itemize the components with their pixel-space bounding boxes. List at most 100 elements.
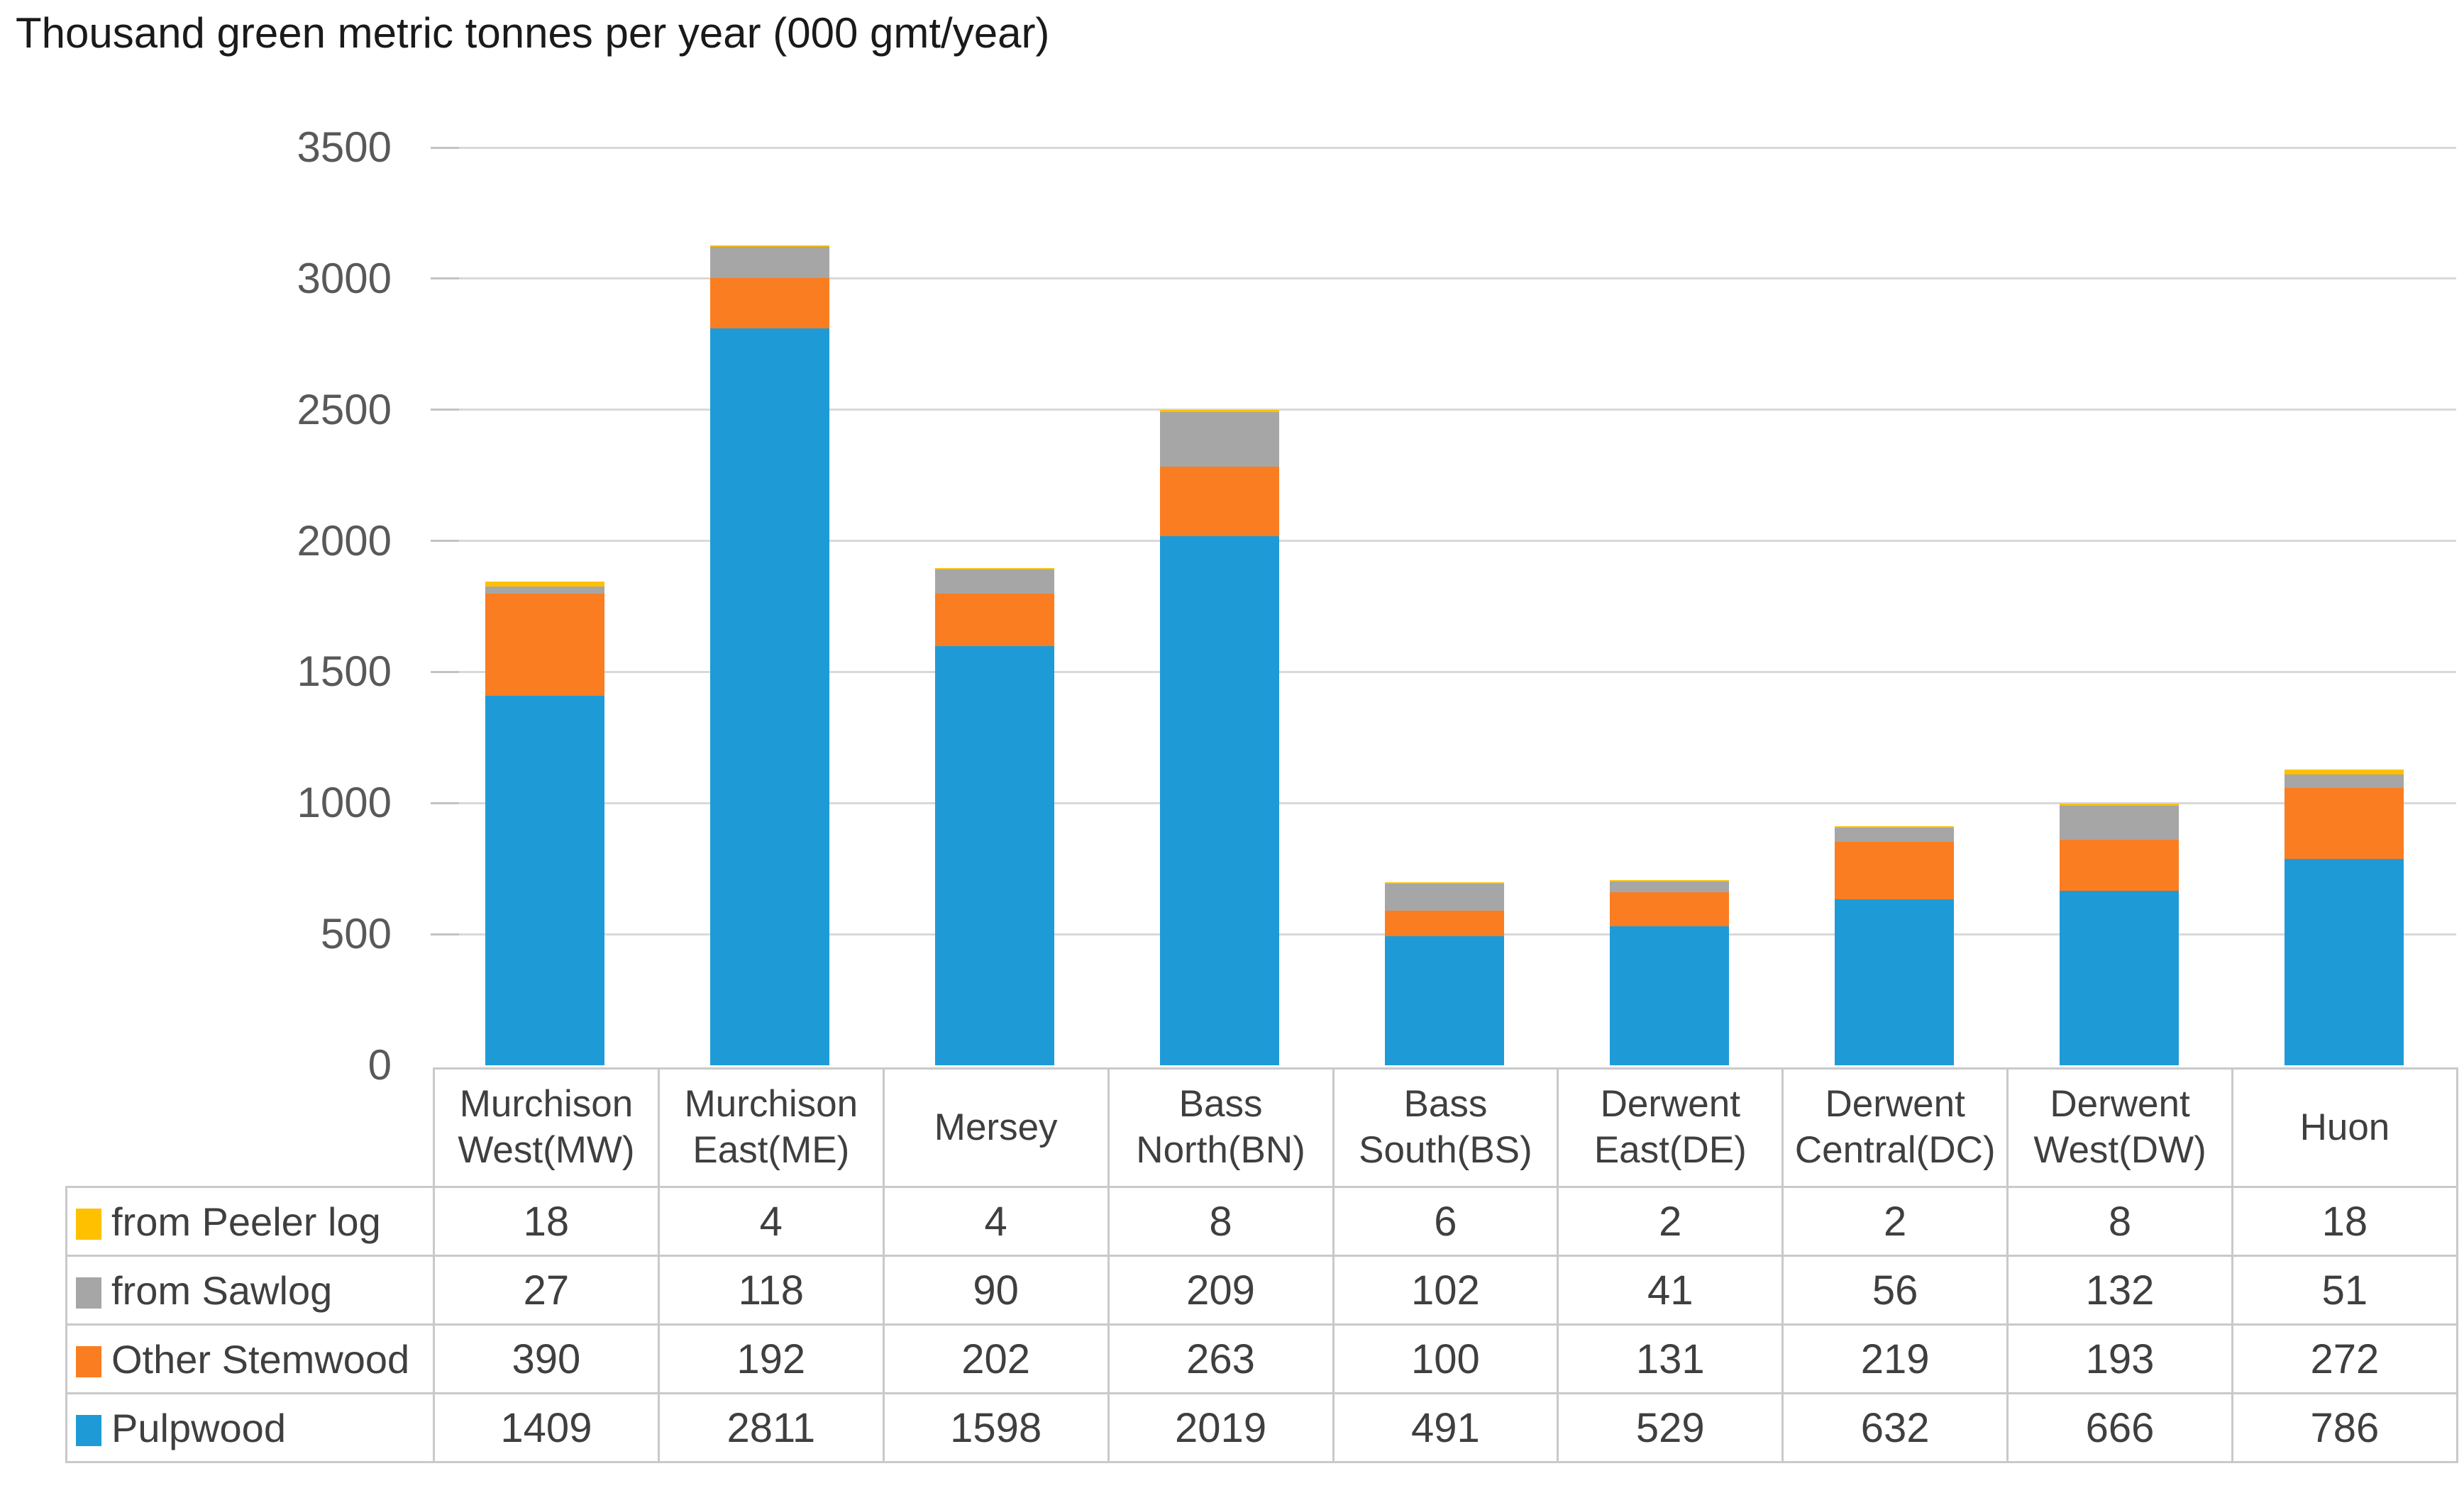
value-cell: 6 xyxy=(1332,1186,1559,1257)
bar-segment xyxy=(1609,926,1729,1065)
value-cell: 2 xyxy=(1781,1186,2009,1257)
column-header: Murchison East(ME) xyxy=(657,1067,885,1188)
y-axis-tick xyxy=(431,540,459,543)
bar-segment xyxy=(1160,467,1280,536)
bar-segment xyxy=(935,570,1055,594)
series-label-cell: Pulpwood xyxy=(65,1392,435,1463)
bar-segment xyxy=(1609,892,1729,927)
bar-segment xyxy=(2059,803,2179,806)
value-cell: 632 xyxy=(1781,1392,2009,1463)
table-corner-cell xyxy=(67,1069,434,1187)
table-header: Murchison West(MW) Murchison East(ME) Mers… xyxy=(67,1067,2458,1188)
series-label-cell: from Sawlog xyxy=(65,1255,435,1326)
bar-segment xyxy=(1160,410,1280,413)
bar-segment xyxy=(2059,805,2179,840)
column-header: Mersey xyxy=(882,1067,1110,1188)
bar-segment xyxy=(935,593,1055,647)
legend-swatch xyxy=(76,1208,101,1240)
value-cell: 202 xyxy=(882,1323,1110,1394)
value-cell: 131 xyxy=(1557,1323,1784,1394)
bar-segment xyxy=(710,328,830,1065)
value-cell: 2019 xyxy=(1107,1392,1335,1463)
value-cell: 27 xyxy=(433,1255,660,1326)
value-cell: 51 xyxy=(2231,1255,2458,1326)
table-body: from Peeler log 18 4 4 8 6 2 2 8 18 from Sawlog 27 1… xyxy=(65,1186,2458,1463)
y-axis-label: 1500 xyxy=(297,648,392,696)
y-axis-tick xyxy=(431,670,459,673)
y-axis-tick xyxy=(431,933,459,935)
value-cell: 491 xyxy=(1332,1392,1559,1463)
value-cell: 263 xyxy=(1107,1323,1335,1394)
gridline xyxy=(433,146,2456,149)
series-label: from Sawlog xyxy=(111,1267,333,1313)
series-label: Pulpwood xyxy=(111,1405,286,1450)
value-cell: 4 xyxy=(657,1186,885,1257)
bar-segment xyxy=(710,245,830,248)
bar-segment xyxy=(1385,910,1504,937)
value-cell: 1598 xyxy=(882,1392,1110,1463)
plot-area xyxy=(431,146,2456,1065)
bar-segment xyxy=(2284,774,2404,788)
gridline xyxy=(433,409,2456,411)
value-cell: 192 xyxy=(657,1323,885,1394)
y-axis-tick xyxy=(431,146,459,149)
bar-segment xyxy=(1834,826,1954,828)
legend-swatch xyxy=(76,1345,101,1377)
legend-swatch xyxy=(76,1277,101,1309)
value-cell: 56 xyxy=(1781,1255,2009,1326)
value-cell: 90 xyxy=(882,1255,1110,1326)
gridline xyxy=(433,277,2456,280)
value-cell: 132 xyxy=(2006,1255,2233,1326)
column-header: Derwent East(DE) xyxy=(1557,1067,1784,1188)
series-label: Other Stemwood xyxy=(111,1336,410,1382)
bar-segment xyxy=(485,582,605,587)
table-row: Other Stemwood 390 192 202 263 100 131 219 193 27… xyxy=(65,1323,2458,1394)
bar-segment xyxy=(2059,840,2179,891)
gridline xyxy=(433,540,2456,543)
series-label: from Peeler log xyxy=(111,1199,381,1244)
value-cell: 2811 xyxy=(657,1392,885,1463)
column-header: Murchison West(MW) xyxy=(433,1067,660,1188)
value-cell: 18 xyxy=(2231,1186,2458,1257)
legend-swatch xyxy=(76,1414,101,1446)
value-cell: 209 xyxy=(1107,1255,1335,1326)
y-axis-label: 3000 xyxy=(297,254,392,302)
y-axis-label: 3500 xyxy=(297,123,392,171)
value-cell: 18 xyxy=(433,1186,660,1257)
bar-segment xyxy=(2284,859,2404,1065)
y-axis-label: 0 xyxy=(368,1041,392,1089)
value-cell: 100 xyxy=(1332,1323,1559,1394)
bar-segment xyxy=(1385,882,1504,884)
table-header-row: Murchison West(MW) Murchison East(ME) Mers… xyxy=(67,1067,2458,1188)
series-label-cell: from Peeler log xyxy=(65,1186,435,1257)
bar-segment xyxy=(1834,827,1954,843)
data-table: Murchison West(MW) Murchison East(ME) Mers… xyxy=(65,1067,2458,1463)
table-row: from Sawlog 27 118 90 209 102 41 56 132 51 xyxy=(65,1255,2458,1326)
column-header: Huon xyxy=(2231,1067,2458,1188)
value-cell: 219 xyxy=(1781,1323,2009,1394)
gridline xyxy=(433,670,2456,673)
value-cell: 390 xyxy=(433,1323,660,1394)
bar-segment xyxy=(710,277,830,328)
value-cell: 102 xyxy=(1332,1255,1559,1326)
table-row: Pulpwood 1409 2811 1598 2019 491 529 632 666 786 xyxy=(65,1392,2458,1463)
value-cell: 272 xyxy=(2231,1323,2458,1394)
value-cell: 666 xyxy=(2006,1392,2233,1463)
bar-segment xyxy=(485,586,605,594)
column-header: Bass North(BN) xyxy=(1107,1067,1335,1188)
y-axis-tick xyxy=(431,277,459,280)
value-cell: 529 xyxy=(1557,1392,1784,1463)
bar-segment xyxy=(1160,412,1280,467)
bar-segment xyxy=(485,696,605,1065)
value-cell: 2 xyxy=(1557,1186,1784,1257)
value-cell: 193 xyxy=(2006,1323,2233,1394)
series-label-cell: Other Stemwood xyxy=(65,1323,435,1394)
bar-segment xyxy=(935,568,1055,570)
value-cell: 41 xyxy=(1557,1255,1784,1326)
bar-segment xyxy=(1609,881,1729,892)
bar-segment xyxy=(1385,936,1504,1065)
bar-segment xyxy=(2059,890,2179,1065)
gridline xyxy=(433,801,2456,804)
bar-segment xyxy=(1385,883,1504,911)
